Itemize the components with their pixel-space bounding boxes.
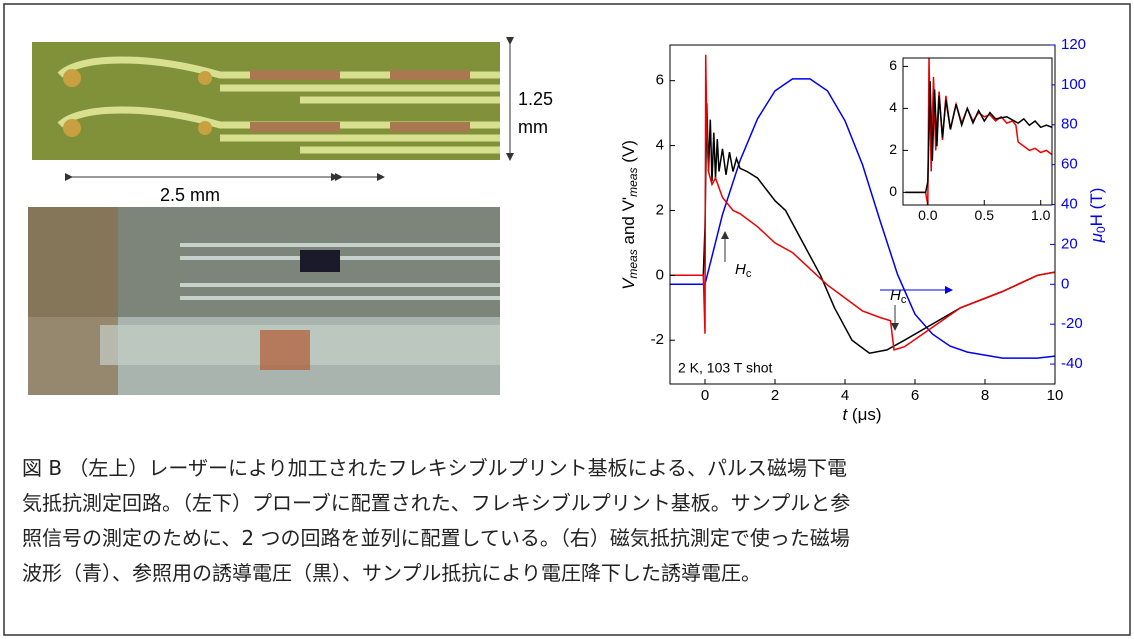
y2-axis-label: μ0H (T): [1087, 188, 1108, 244]
series-line: [670, 78, 1055, 359]
dimension-label: 1.25: [518, 89, 553, 109]
series-line: [670, 103, 1055, 354]
y-tick-label: 4: [656, 137, 664, 154]
x-tick-label: 10: [1047, 387, 1064, 404]
caption-line: 気抵抗測定回路。（左下）プローブに配置された、フレキシブルプリント基板。サンプル…: [22, 491, 851, 515]
annotation: 2 K, 103 T shot: [678, 360, 773, 376]
x-tick-label: 6: [911, 387, 919, 404]
x-tick-label: 0.5: [975, 207, 995, 223]
label-part: t: [842, 405, 848, 424]
y2-tick-label: 60: [1061, 156, 1078, 173]
x-tick-label: 0.0: [918, 207, 938, 223]
x-tick-label: 8: [981, 387, 989, 404]
y2-tick-label: 80: [1061, 116, 1078, 133]
y-tick-label: 2: [889, 141, 897, 157]
label-part: c: [901, 294, 907, 306]
caption-line: 照信号の測定のために、2 つの回路を並列に配置している。（右）磁気抵抗測定で使っ…: [22, 526, 850, 550]
dimension-unit: mm: [518, 117, 548, 137]
y-tick-label: 2: [656, 201, 664, 218]
y2-tick-label: -20: [1061, 315, 1083, 332]
label-part: c: [746, 268, 752, 280]
x-axis-label: t (μs): [842, 405, 881, 424]
y2-tick-label: 0: [1061, 275, 1069, 292]
frame: [3, 3, 1131, 636]
y-tick-label: 0: [656, 266, 664, 283]
annotation: Hc: [735, 261, 752, 280]
label-part: (μs): [847, 405, 881, 424]
label-part: and V': [619, 197, 638, 249]
y2-tick-label: 120: [1061, 36, 1086, 53]
y2-tick-label: -40: [1061, 355, 1083, 372]
x-tick-label: 4: [841, 387, 849, 404]
plot-frame: [669, 44, 1056, 385]
caption-line: 波形（青）、参照用の誘導電圧（黒）、サンプル抵抗により電圧降下した誘導電圧。: [22, 561, 761, 585]
label-part: meas: [626, 167, 640, 196]
label-part: H: [735, 261, 746, 278]
label-part: meas: [626, 249, 640, 278]
series-line: [905, 81, 1052, 194]
x-tick-label: 1.0: [1031, 207, 1051, 223]
plot-frame: [902, 57, 1053, 206]
series-line: [670, 54, 1055, 351]
photo-bottom: [28, 207, 500, 395]
y2-tick-label: 40: [1061, 195, 1078, 212]
y-tick-label: 4: [889, 99, 897, 115]
label-part: 0: [1094, 226, 1108, 233]
y-tick-label: 6: [656, 72, 664, 89]
photo-top: [32, 42, 500, 160]
y-tick-label: 0: [889, 183, 897, 199]
annotation: Hc: [890, 287, 907, 306]
y-tick-label: 6: [889, 57, 897, 73]
caption-line: 図 B （左上）レーザーにより加工されたフレキシブルプリント基板による、パルス磁…: [22, 456, 848, 480]
label-part: H: [890, 287, 901, 304]
inset-bg: [903, 58, 1052, 205]
label-part: μ: [1087, 232, 1106, 243]
x-tick-label: 0: [701, 387, 709, 404]
label-part: H (T): [1087, 188, 1106, 227]
dimension-label: 2.5 mm: [160, 185, 220, 205]
x-tick-label: 2: [771, 387, 779, 404]
y2-tick-label: 20: [1061, 235, 1078, 252]
y-axis-label: Vmeas and V'meas (V): [619, 140, 640, 290]
label-part: (V): [619, 140, 638, 167]
y-tick-label: -2: [651, 331, 664, 348]
y2-tick-label: 100: [1061, 76, 1086, 93]
label-part: V: [619, 277, 638, 290]
